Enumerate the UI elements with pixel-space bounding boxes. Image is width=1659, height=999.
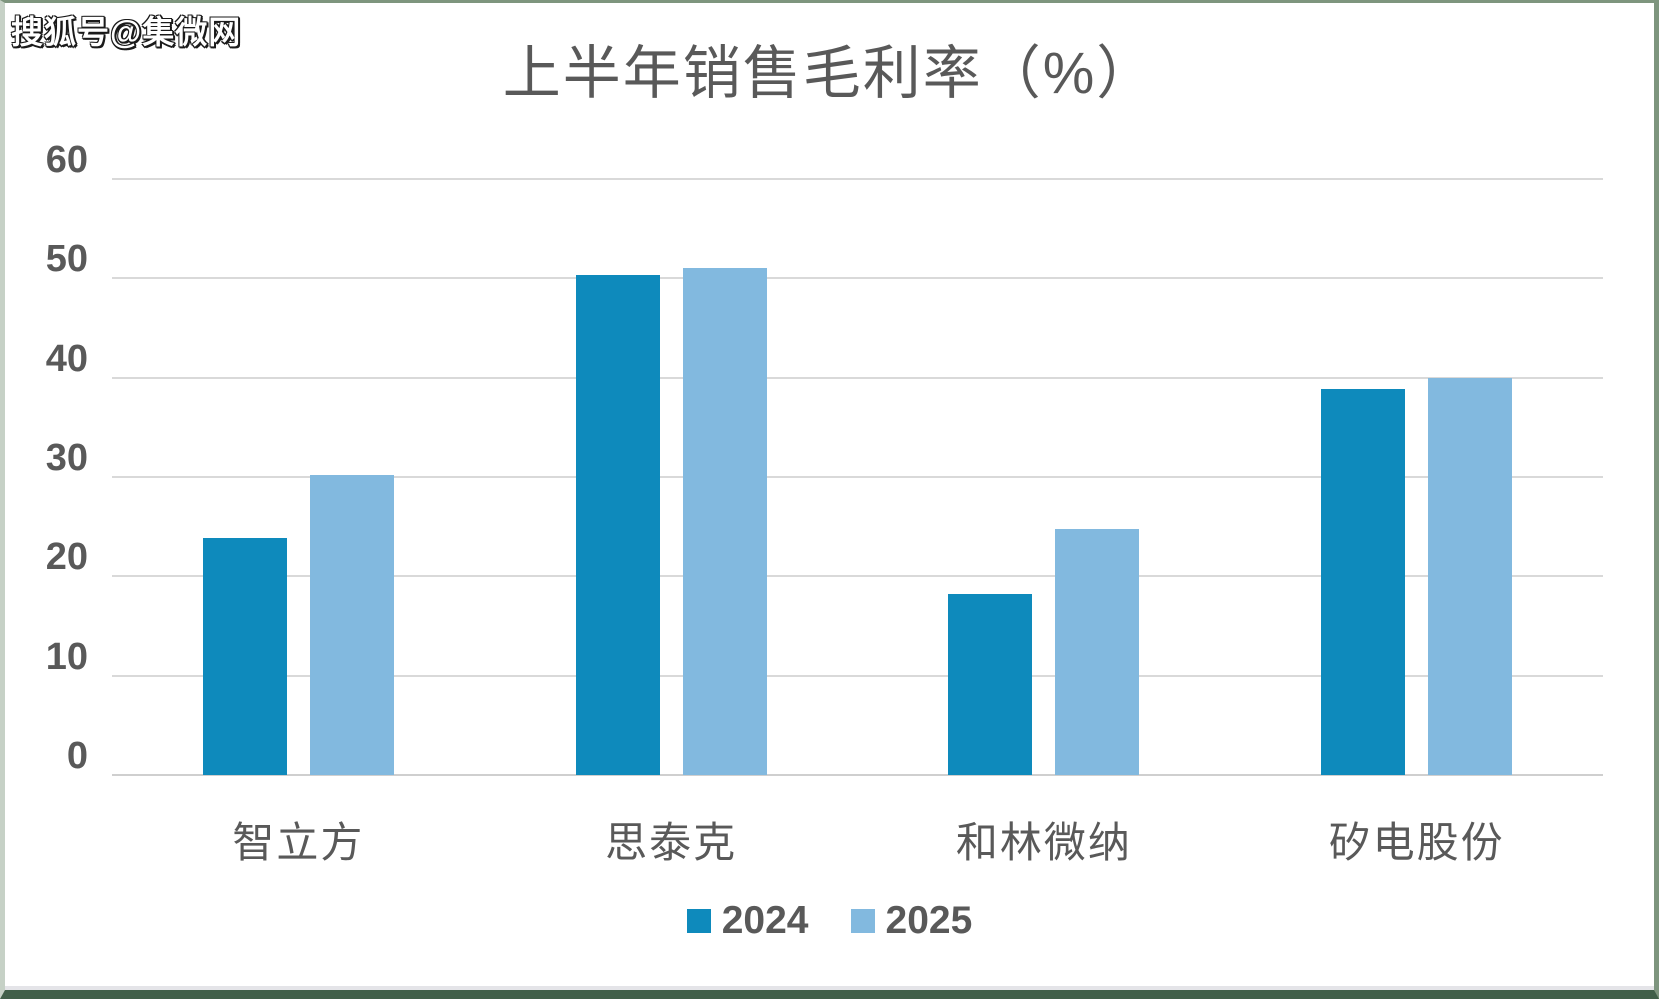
legend-swatch-2024 (686, 908, 711, 933)
legend-swatch-2025 (850, 908, 875, 933)
bar-2024-思泰克 (575, 275, 660, 775)
bar-2025-和林微纳 (1055, 528, 1140, 775)
y-tick-label-20: 20 (45, 536, 88, 579)
bar-2024-矽电股份 (1321, 388, 1406, 775)
y-tick-label-40: 40 (45, 337, 88, 380)
x-label-3: 和林微纳 (955, 819, 1132, 866)
gridline-y20 (112, 575, 1603, 578)
bar-2025-矽电股份 (1428, 377, 1513, 775)
bar-group-3 (858, 179, 1231, 775)
legend-item-2024: 2024 (686, 899, 809, 942)
plot-area: 0 10 20 30 40 50 60 (46, 141, 1603, 776)
bar-2025-思泰克 (682, 268, 767, 775)
gridline-y60 (112, 178, 1603, 180)
x-label-1: 智立方 (232, 819, 365, 866)
bar-group-2 (485, 179, 858, 775)
gridline-y30 (112, 476, 1603, 478)
gridline-y10 (112, 674, 1603, 677)
x-axis-labels: 智立方 思泰克 和林微纳 矽电股份 (112, 809, 1603, 870)
bar-group-4 (1230, 179, 1603, 775)
bar-2024-智立方 (202, 537, 287, 775)
y-tick-label-30: 30 (45, 437, 88, 479)
chart-title: 上半年销售毛利率（%） (502, 41, 1157, 106)
legend-label-2024: 2024 (721, 899, 809, 942)
gridline-y40 (112, 376, 1603, 379)
bar-group-1 (112, 179, 485, 775)
y-tick-label-50: 50 (45, 238, 88, 281)
x-label-4: 矽电股份 (1328, 819, 1505, 866)
gridline-y50 (112, 277, 1603, 280)
y-tick-label-10: 10 (45, 635, 88, 678)
bar-2025-智立方 (309, 475, 394, 775)
y-tick-label-60: 60 (45, 139, 88, 181)
gridline-y0 (112, 774, 1603, 776)
watermark-text: 搜狐号@集微网 (11, 14, 242, 50)
legend-label-2025: 2025 (885, 899, 973, 942)
bar-2024-和林微纳 (948, 594, 1033, 775)
y-tick-label-0: 0 (66, 735, 88, 777)
x-label-2: 思泰克 (605, 819, 738, 866)
legend: 2024 2025 (5, 901, 1654, 940)
legend-item-2025: 2025 (850, 899, 973, 942)
